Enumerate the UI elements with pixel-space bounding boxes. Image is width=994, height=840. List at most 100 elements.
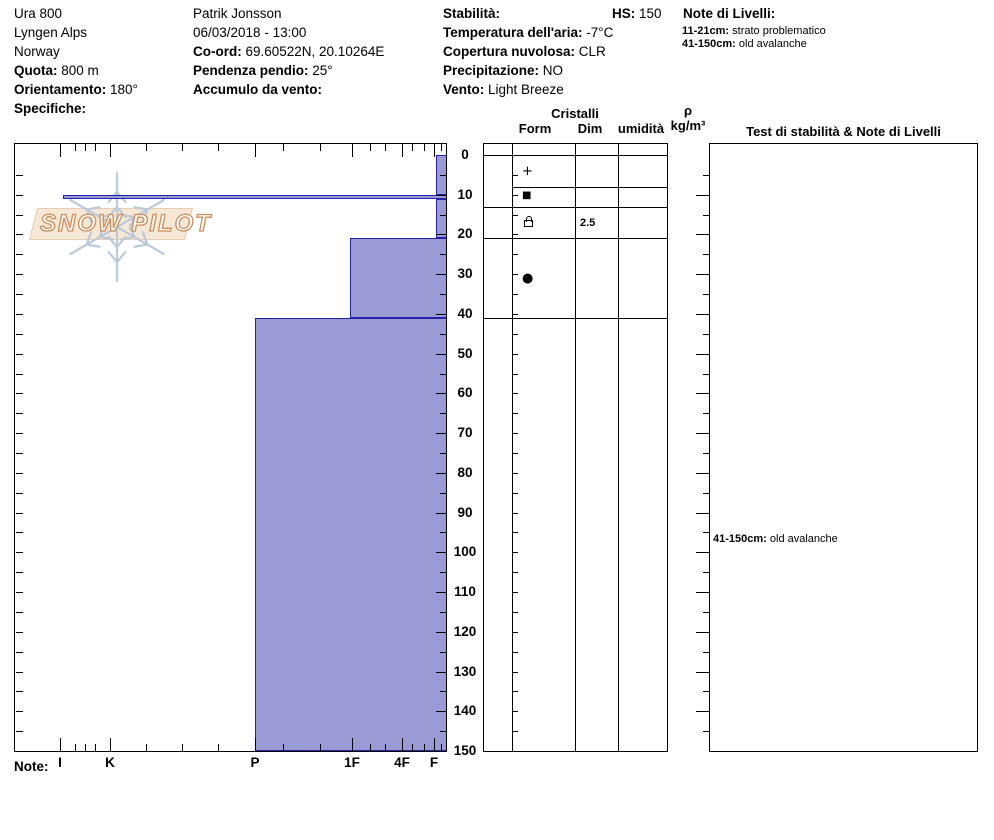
depth-axis-label: 0 [461,147,469,162]
field-value: Light Breeze [484,82,564,97]
level-note-range: 41-150cm: [682,38,736,50]
note-label: Note: [14,759,49,774]
snowpilot-logo: SNOW PILOT [39,209,212,237]
form-column-depth-tick [513,611,518,613]
density-ruler-tick [703,572,709,574]
density-ruler-tick [696,393,709,395]
depth-tick-left [15,691,23,693]
depth-tick-left [15,433,23,435]
depth-tick-right [439,333,446,335]
hardness-tick-major-top [434,144,435,157]
density-ruler-tick [703,413,709,415]
crystal-table-vline [618,143,619,752]
crystal-table-vline [575,143,576,752]
density-ruler-tick [696,512,709,514]
depth-axis-label: 70 [457,425,473,441]
field-value: 06/03/2018 - 13:00 [193,25,307,40]
field-label: Temperatura dell'aria: [443,25,583,40]
hardness-tick-major-top [110,144,111,157]
form-header: Form [518,121,552,136]
field-label: Co-ord: [193,44,242,59]
stability-note-text: old avalanche [766,533,838,546]
conditions-row: Stabilità: [443,4,613,23]
depth-tick-right [439,294,446,296]
conditions-row: Copertura nuvolosa: CLR [443,42,613,61]
field-value: 180° [106,82,138,97]
hs-value: 150 [639,6,662,21]
depth-tick-left [15,313,23,315]
crystal-table-top [483,143,667,144]
depth-tick-left [15,472,23,474]
depth-axis-label: 50 [457,345,473,361]
form-column-depth-tick [513,254,518,256]
layer-boundary-line [512,186,667,188]
depth-tick-right [439,373,446,375]
density-ruler-tick [696,631,709,633]
site-row: Quota: 800 m [14,61,138,80]
depth-axis-label: 100 [453,544,477,560]
field-value: Patrik Jonsson [193,6,282,21]
depth-axis-label: 20 [457,226,473,242]
form-column-depth-tick [513,214,518,216]
field-label: Specifiche: [14,101,87,116]
depth-tick-left [15,413,23,415]
umidita-header: umidità [617,121,665,136]
depth-tick-right [439,413,446,415]
hardness-tick-minor-bottom [370,744,371,751]
form-column-depth-tick [513,433,518,435]
field-label: Quota: [14,63,58,78]
depth-tick-right [439,492,446,494]
density-ruler-tick [703,254,709,256]
site-row: Orientamento: 180° [14,80,138,99]
form-column-depth-tick [513,691,518,693]
density-ruler-tick [703,214,709,216]
depth-tick-right [439,453,446,454]
field-label: Stabilità: [443,6,501,21]
depth-axis-label: 120 [453,623,477,639]
hardness-tick-major-top [60,144,61,157]
hardness-tick-minor-top [182,144,183,151]
depth-tick-left [15,274,23,276]
depth-tick-right [439,174,446,176]
form-column-depth-tick [513,353,518,355]
field-value: NO [539,63,564,78]
field-value: 25° [308,63,333,78]
depth-tick-left [15,711,23,713]
density-ruler-tick [696,194,709,196]
field-label: Precipitazione: [443,63,540,78]
depth-axis-label: 150 [453,743,477,758]
crystal-form-ice-layer: ■ [522,189,532,201]
depth-axis-label: 30 [457,266,473,282]
depth-axis-label: 140 [453,703,477,719]
depth-tick-left [15,333,23,335]
hardness-tick-minor-top [146,144,147,151]
level-note-range: 11-21cm: [682,25,730,37]
form-column-depth-tick [513,492,518,494]
density-ruler-tick [696,433,709,435]
form-column-depth-tick [513,333,518,335]
site-row: Lyngen Alps [14,23,138,42]
hardness-tick-minor-top [218,144,219,151]
observer-row: Pendenza pendio: 25° [193,61,384,80]
test-column-header: Test di stabilità & Note di Livelli [746,124,941,139]
depth-tick-left [15,214,23,216]
snow-layer-bar-P [255,317,447,751]
depth-tick-right [439,611,446,613]
crystal-form-faceted-crystals [524,215,533,227]
level-notes-title: Note di Livelli: [683,6,776,21]
observer-row: Patrik Jonsson [193,4,384,23]
depth-tick-right [439,651,446,653]
depth-tick-left [15,234,23,236]
snowflake-icon [69,171,165,283]
site-row: Specifiche: [14,99,138,118]
snow-layer-bar-1F [350,238,447,318]
hardness-tick-minor-top [412,144,413,151]
form-column-depth-tick [513,572,518,574]
density-ruler-tick [703,611,709,613]
depth-tick-right [439,532,446,534]
form-column-depth-tick [513,174,518,176]
form-column-depth-tick [513,711,518,713]
hardness-tick-minor-bottom [441,744,442,751]
form-column-depth-tick [513,512,518,514]
crystal-table-bottom [483,751,667,752]
